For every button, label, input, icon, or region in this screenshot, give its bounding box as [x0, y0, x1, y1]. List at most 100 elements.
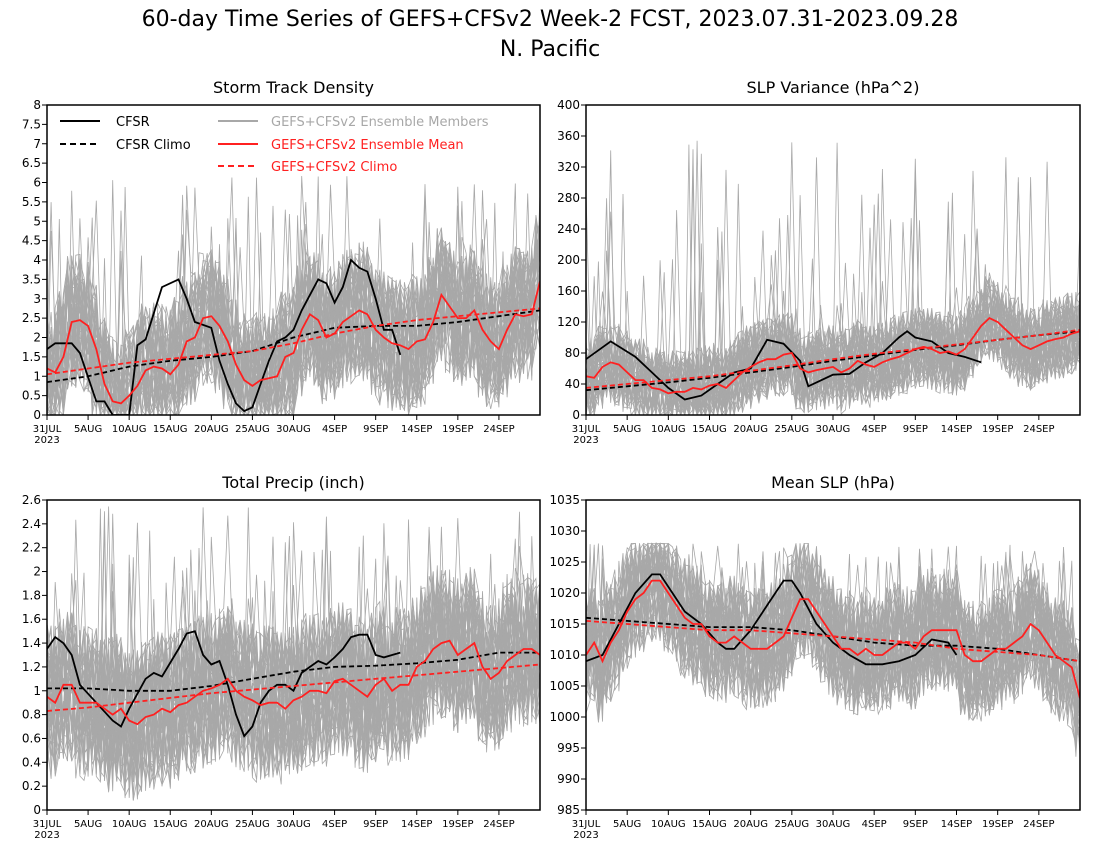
panel-slp-variance: SLP Variance (hPa^2) 0 40 80 120 160 200 240 280…	[557, 78, 1081, 446]
series-cfsr-climo	[47, 651, 540, 692]
legend-members-label: GEFS+CFSv2 Ensemble Members	[271, 115, 489, 130]
x-tick-label: 30AUG	[816, 424, 851, 435]
x-tick-label: 15AUG	[692, 819, 727, 830]
x-tick-label: 24SEP	[1023, 819, 1054, 830]
x-tick-label: 4SEP	[862, 424, 887, 435]
panel-mean-slp: Mean SLP (hPa) 985 990 995 1000 1005 1010 1015 1…	[549, 473, 1081, 841]
ensemble-member-line	[586, 170, 1080, 415]
ensemble-member-line	[47, 243, 540, 415]
ensemble-member-line	[586, 551, 1080, 714]
x-tick-label: 15AUG	[153, 424, 188, 435]
series-gefs-cfsv2-climo	[586, 620, 1080, 663]
figure-subtitle: N. Pacific	[500, 37, 600, 62]
y-tick-label: 0	[33, 408, 41, 422]
y-tick-label: 360	[557, 129, 580, 143]
x-tick-label: 20AUG	[194, 424, 229, 435]
y-tick-label: 4	[33, 253, 41, 267]
series-cfsr	[586, 330, 982, 401]
y-tick-label: 3.5	[22, 272, 41, 286]
series-cfsr	[47, 258, 402, 415]
x-tick-label: 10AUG	[651, 819, 686, 830]
x-tick-label: 9SEP	[903, 819, 928, 830]
y-tick-label: 1000	[549, 710, 580, 724]
x-tick-label: 24SEP	[483, 424, 514, 435]
x-tick-label: 10AUG	[651, 424, 686, 435]
y-tick-label: 2	[33, 331, 41, 345]
ensemble-member-line	[586, 543, 1080, 722]
legend: CFSR CFSR Climo GEFS+CFSv2 Ensemble Memb…	[60, 115, 489, 175]
ensemble-member-line	[586, 157, 1080, 415]
y-tick-label: 2	[33, 565, 41, 579]
y-tick-label: 400	[557, 98, 580, 112]
y-tick-label: 1005	[549, 679, 580, 693]
x-tick-label: 31JUL	[572, 424, 601, 435]
series-cfsr	[47, 630, 401, 738]
plot-area	[586, 140, 1080, 415]
x-year-label: 2023	[573, 830, 598, 841]
x-tick-label: 31JUL	[33, 819, 62, 830]
x-tick-label: 9SEP	[363, 424, 388, 435]
x-tick-label: 30AUG	[276, 819, 311, 830]
series-cfsr-climo	[586, 616, 1080, 663]
y-tick-label: 3	[33, 292, 41, 306]
y-tick-label: 80	[565, 346, 580, 360]
y-tick-label: 1015	[549, 617, 580, 631]
series-gefs-cfsv2-ensemble-mean	[47, 281, 540, 405]
ensemble-member-line	[586, 546, 1080, 721]
ensemble-member-line	[586, 172, 1080, 415]
x-tick-label: 24SEP	[483, 819, 514, 830]
y-tick-label: 1.4	[22, 636, 41, 650]
y-tick-label: 1020	[549, 586, 580, 600]
y-tick-label: 6.5	[22, 156, 41, 170]
x-tick-label: 5AUG	[613, 424, 641, 435]
y-tick-label: 40	[565, 377, 580, 391]
panel-title: Mean SLP (hPa)	[771, 473, 895, 492]
x-tick-label: 30AUG	[816, 819, 851, 830]
y-tick-label: 0.4	[22, 755, 41, 769]
x-tick-label: 14SEP	[401, 819, 432, 830]
y-tick-label: 1030	[549, 524, 580, 538]
y-tick-label: 0.8	[22, 708, 41, 722]
x-tick-label: 5AUG	[74, 424, 102, 435]
y-tick-label: 985	[557, 803, 580, 817]
y-tick-label: 8	[33, 98, 41, 112]
ensemble-members	[47, 175, 540, 415]
y-tick-label: 0.2	[22, 779, 41, 793]
y-tick-label: 5.5	[22, 195, 41, 209]
x-tick-label: 20AUG	[733, 424, 768, 435]
y-tick-label: 120	[557, 315, 580, 329]
y-tick-label: 6	[33, 176, 41, 190]
x-tick-label: 15AUG	[153, 819, 188, 830]
y-tick-label: 1025	[549, 555, 580, 569]
x-tick-label: 9SEP	[363, 819, 388, 830]
ensemble-member-line	[47, 222, 540, 415]
y-tick-label: 1.2	[22, 660, 41, 674]
y-tick-label: 0	[572, 408, 580, 422]
plot-area	[47, 506, 540, 801]
plot-area	[586, 541, 1080, 757]
legend-climo-label: GEFS+CFSv2 Climo	[271, 160, 397, 175]
y-tick-label: 1	[33, 369, 41, 383]
x-tick-label: 14SEP	[941, 819, 972, 830]
x-tick-label: 4SEP	[862, 819, 887, 830]
ensemble-member-line	[47, 193, 540, 415]
x-tick-label: 20AUG	[194, 819, 229, 830]
x-year-label: 2023	[34, 435, 59, 446]
ensemble-member-line	[586, 158, 1080, 415]
y-tick-label: 320	[557, 160, 580, 174]
x-tick-label: 9SEP	[903, 424, 928, 435]
series-gefs-cfsv2-ensemble-mean	[586, 579, 1080, 699]
y-tick-label: 160	[557, 284, 580, 298]
y-tick-label: 1010	[549, 648, 580, 662]
x-year-label: 2023	[34, 830, 59, 841]
panel-total-precip: Total Precip (inch) 0 0.2 0.4 0.6 0.8 1 1.2 1.4 1…	[22, 473, 541, 841]
panel-title: Total Precip (inch)	[221, 473, 364, 492]
y-tick-label: 1	[33, 684, 41, 698]
panel-title: SLP Variance (hPa^2)	[747, 78, 920, 97]
y-tick-label: 1.5	[22, 350, 41, 364]
legend-cfsr-climo-label: CFSR Climo	[116, 138, 191, 153]
ensemble-member-line	[586, 541, 1080, 739]
legend-mean-label: GEFS+CFSv2 Ensemble Mean	[271, 138, 464, 153]
x-tick-label: 10AUG	[112, 819, 147, 830]
y-tick-label: 2.6	[22, 493, 41, 507]
